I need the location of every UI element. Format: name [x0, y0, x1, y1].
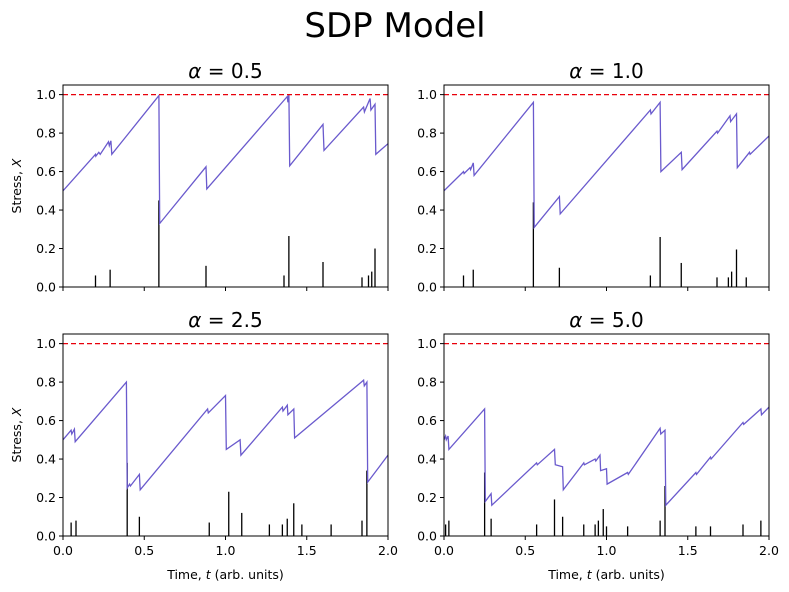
x-tick-label: 1.5: [678, 543, 698, 558]
title-value: = 1.0: [582, 59, 643, 83]
x-tick-label: 0.0: [434, 543, 454, 558]
y-tick-label: 1.0: [36, 87, 56, 102]
y-tick-label: 0.4: [417, 203, 437, 218]
x-tick-label: 1.0: [597, 543, 617, 558]
title-symbol: α: [569, 59, 582, 83]
y-tick-label: 0.2: [36, 241, 56, 256]
y-tick-label: 0.2: [36, 490, 56, 505]
y-axis-label: Stress, X: [9, 158, 24, 213]
figure-title: SDP Model: [304, 6, 485, 46]
panel-title: α = 5.0: [569, 308, 643, 332]
title-value: = 5.0: [582, 308, 643, 332]
y-tick-label: 0.8: [417, 126, 437, 141]
y-tick-label: 0.6: [36, 164, 56, 179]
y-tick-label: 0.2: [417, 241, 437, 256]
y-tick-label: 0.4: [36, 452, 56, 467]
y-tick-label: 0.8: [417, 375, 437, 390]
plot-area: [63, 343, 388, 536]
y-tick-label: 0.4: [36, 203, 56, 218]
y-tick-label: 1.0: [36, 336, 56, 351]
panel-title: α = 2.5: [188, 308, 262, 332]
y-tick-label: 1.0: [417, 87, 437, 102]
plot-area: [444, 94, 769, 287]
chart-panel-1: α = 0.5 0.0 0.2 0.4 0.6 0.8 1.0 Stress, X: [9, 59, 389, 295]
y-tick-label: 0.2: [417, 490, 437, 505]
title-symbol: α: [569, 308, 582, 332]
stress-line: [63, 93, 388, 226]
y-tick-label: 0.0: [417, 529, 437, 544]
x-tick-label: 2.0: [759, 543, 779, 558]
y-tick-label: 0.0: [36, 280, 56, 295]
x-tick-label: 0.5: [515, 543, 535, 558]
chart-panel-2: α = 1.0 0.0 0.2 0.4 0.6 0.8 1.0: [417, 59, 770, 295]
plot-area: [444, 343, 769, 536]
title-symbol: α: [188, 59, 201, 83]
y-tick-label: 0.6: [417, 413, 437, 428]
y-tick-label: 0.6: [417, 164, 437, 179]
axes-frame: [443, 333, 770, 537]
stress-line: [63, 378, 388, 492]
panel-title: α = 0.5: [188, 59, 262, 83]
axes-frame: [443, 84, 770, 288]
y-axis-label: Stress, X: [9, 407, 24, 462]
y-tick-label: 1.0: [417, 336, 437, 351]
x-axis-label: Time, t (arb. units): [166, 567, 284, 582]
plot-area: [63, 93, 388, 287]
x-tick-label: 1.5: [297, 543, 317, 558]
y-tick-label: 0.6: [36, 413, 56, 428]
stress-line: [444, 100, 769, 230]
y-tick-label: 0.8: [36, 375, 56, 390]
x-tick-label: 0.5: [134, 543, 154, 558]
title-symbol: α: [188, 308, 201, 332]
title-value: = 0.5: [201, 59, 262, 83]
x-tick-label: 1.0: [216, 543, 236, 558]
x-tick-label: 2.0: [378, 543, 398, 558]
x-axis-label: Time, t (arb. units): [547, 567, 665, 582]
chart-panel-4: α = 5.0 0.0 0.2 0.4 0.6 0.8 1.0 0.0 0.5 1.0 1.5 2.0…: [417, 308, 779, 582]
y-tick-label: 0.0: [417, 280, 437, 295]
chart-panel-3: α = 2.5 0.0 0.2 0.4 0.6 0.8 1.0 0.0 0.5 1.0 1.5 2.0…: [9, 308, 398, 582]
panel-title: α = 1.0: [569, 59, 643, 83]
axes-frame: [62, 84, 389, 288]
x-tick-label: 0.0: [53, 543, 73, 558]
y-tick-label: 0.8: [36, 126, 56, 141]
y-tick-label: 0.4: [417, 452, 437, 467]
stress-line: [444, 406, 769, 507]
y-tick-label: 0.0: [36, 529, 56, 544]
title-value: = 2.5: [201, 308, 262, 332]
